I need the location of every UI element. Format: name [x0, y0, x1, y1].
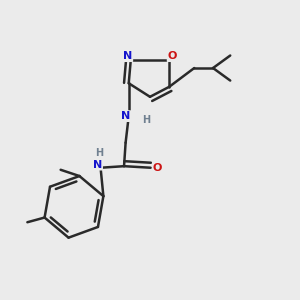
Text: N: N	[93, 160, 102, 170]
Text: H: H	[142, 115, 150, 125]
Text: N: N	[121, 111, 130, 121]
Text: O: O	[153, 163, 162, 173]
Text: H: H	[95, 148, 103, 158]
Text: N: N	[123, 51, 132, 61]
Text: O: O	[168, 51, 177, 61]
